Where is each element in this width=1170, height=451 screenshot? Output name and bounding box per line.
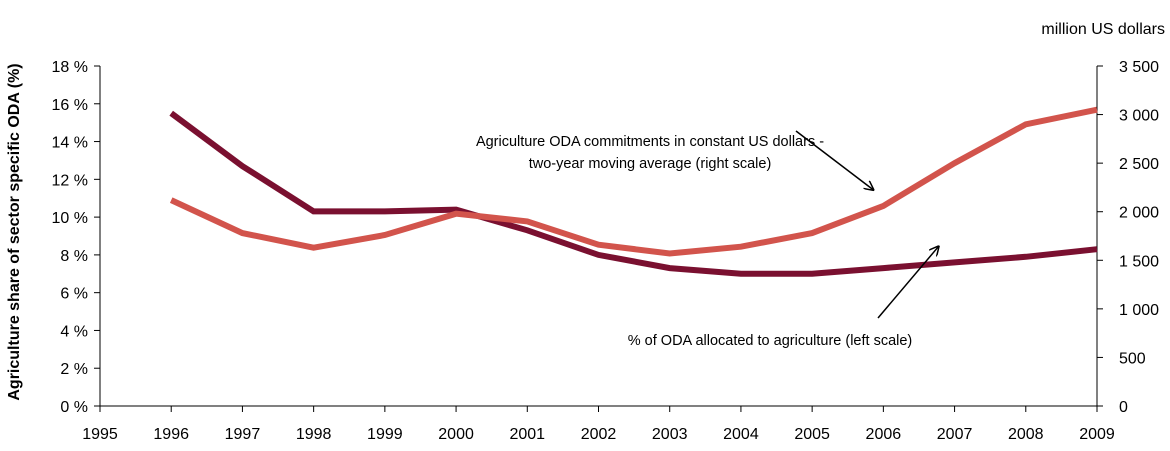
axes: 0 % 2 % 4 % 6 % 8 % 10 % 12 % 14 % 16 % 18 % 0 500 1…	[52, 59, 1160, 443]
x-tick-label: 2005	[794, 426, 830, 443]
annotation-line: Agriculture ODA commitments in constant …	[476, 134, 824, 150]
x-tick-label: 1997	[225, 426, 261, 443]
left-tick-label: 6 %	[60, 286, 88, 303]
left-tick-label: 18 %	[52, 59, 88, 76]
x-tick-label: 2001	[509, 426, 545, 443]
annotation-oda-commitments: Agriculture ODA commitments in constant …	[476, 134, 824, 172]
right-tick-label: 0	[1119, 399, 1128, 416]
annotation-agri-share: % of ODA allocated to agriculture (left …	[628, 333, 913, 349]
x-tick-label: 1999	[367, 426, 403, 443]
x-tick-label: 1998	[296, 426, 332, 443]
left-tick-label: 8 %	[60, 248, 88, 265]
annotations: Agriculture ODA commitments in constant …	[476, 131, 939, 349]
annotation-arrow	[878, 246, 939, 318]
right-tick-label: 2 500	[1119, 156, 1159, 173]
annotation-arrow	[796, 131, 873, 190]
left-tick-label: 16 %	[52, 97, 88, 114]
annotation-line: two-year moving average (right scale)	[529, 156, 772, 172]
left-tick-label: 10 %	[52, 210, 88, 227]
x-tick-label: 1996	[153, 426, 189, 443]
x-tick-label: 2006	[866, 426, 902, 443]
x-tick-label: 2003	[652, 426, 688, 443]
left-tick-label: 0 %	[60, 399, 88, 416]
x-tick-label: 2000	[438, 426, 474, 443]
left-tick-label: 4 %	[60, 323, 88, 340]
x-tick-label: 2007	[937, 426, 973, 443]
annotation-line: % of ODA allocated to agriculture (left …	[628, 333, 913, 349]
x-tick-label: 2008	[1008, 426, 1044, 443]
right-tick-label: 500	[1119, 350, 1146, 367]
right-tick-label: 1 000	[1119, 302, 1159, 319]
y-axis-title: Agriculture share of sector specific ODA…	[6, 63, 23, 400]
x-tick-label: 1995	[82, 426, 118, 443]
left-tick-label: 14 %	[52, 135, 88, 152]
right-tick-label: 3 000	[1119, 108, 1159, 125]
right-tick-label: 3 500	[1119, 59, 1159, 76]
x-tick-label: 2004	[723, 426, 759, 443]
left-tick-label: 2 %	[60, 361, 88, 378]
x-tick-label: 2009	[1079, 426, 1115, 443]
x-tick-label: 2002	[581, 426, 617, 443]
series-line-agri-oda-commitments	[171, 110, 1097, 254]
right-axis-unit-label: million US dollars	[1041, 21, 1165, 38]
right-tick-label: 1 500	[1119, 253, 1159, 270]
right-tick-label: 2 000	[1119, 205, 1159, 222]
left-tick-label: 12 %	[52, 172, 88, 189]
axis-labels: Agriculture share of sector specific ODA…	[6, 21, 1165, 401]
